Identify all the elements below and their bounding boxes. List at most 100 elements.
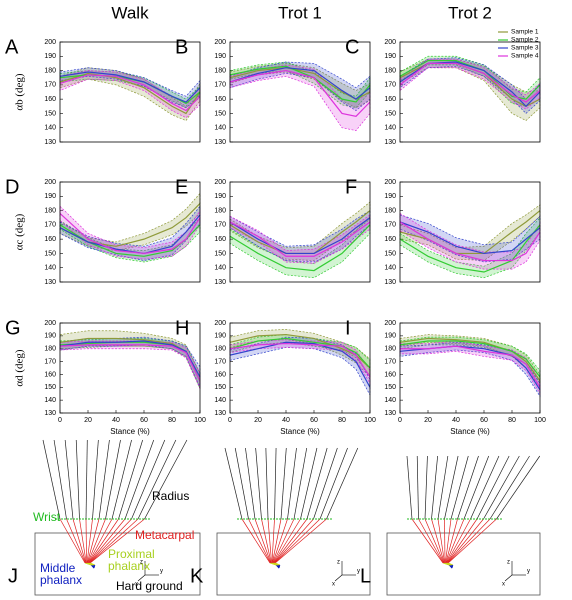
y-tick-label: 130 xyxy=(214,279,226,286)
y-tick-label: 180 xyxy=(44,346,56,353)
radius-line xyxy=(245,447,256,520)
radius-line xyxy=(319,447,348,520)
y-tick-label: 160 xyxy=(214,371,226,378)
y-tick-label: 170 xyxy=(44,82,56,89)
radius-line xyxy=(274,447,277,520)
x-tick-label: 80 xyxy=(338,417,346,424)
axis-arrow xyxy=(334,574,343,582)
axis-letter: x xyxy=(135,582,138,588)
y-tick-label: 180 xyxy=(44,67,56,74)
panel-label: F xyxy=(345,176,357,198)
y-tick-label: 140 xyxy=(44,265,56,272)
axis-letter: z xyxy=(507,560,510,566)
y-tick-label: 140 xyxy=(44,125,56,132)
panel-label: L xyxy=(360,565,371,587)
mean-line xyxy=(399,337,541,382)
bone-label: Metacarpal xyxy=(135,528,194,542)
metacarpal-line xyxy=(85,518,87,564)
mean-line xyxy=(399,224,541,273)
y-tick-label: 130 xyxy=(44,279,56,286)
mean-line xyxy=(229,337,371,369)
radius-line xyxy=(234,447,249,520)
y-tick-label: 140 xyxy=(384,397,396,404)
metacarpal-line xyxy=(446,518,471,564)
mean-line xyxy=(229,224,371,272)
column-title: Walk xyxy=(111,3,149,22)
radius-line xyxy=(92,439,99,520)
error-band xyxy=(229,64,371,131)
x-tick-label: 60 xyxy=(140,417,148,424)
mean-line xyxy=(59,74,201,112)
y-tick-label: 150 xyxy=(214,110,226,117)
error-band xyxy=(59,205,201,261)
radius-line xyxy=(424,455,428,520)
mean-line xyxy=(59,344,201,382)
y-tick-label: 160 xyxy=(44,236,56,243)
x-tick-label: 80 xyxy=(168,417,176,424)
y-tick-label: 190 xyxy=(384,193,396,200)
metacarpal-line xyxy=(445,518,452,564)
radius-line xyxy=(444,455,459,520)
bone-label: Proximal xyxy=(108,547,155,561)
error-band xyxy=(399,334,541,389)
middle-line xyxy=(278,564,281,569)
mean-line xyxy=(229,221,371,257)
y-tick-label: 150 xyxy=(384,110,396,117)
metacarpal-line xyxy=(272,518,288,564)
x-tick-label: 0 xyxy=(398,417,402,424)
mean-line xyxy=(400,345,541,388)
radius-line xyxy=(85,439,88,520)
x-tick-label: 100 xyxy=(364,417,376,424)
y-tick-label: 140 xyxy=(384,125,396,132)
radius-line xyxy=(306,447,328,520)
x-tick-label: 100 xyxy=(534,417,546,424)
y-tick-label: 150 xyxy=(44,250,56,257)
panel-label: G xyxy=(5,317,21,339)
x-tick-label: 40 xyxy=(452,417,460,424)
y-tick-label: 170 xyxy=(384,222,396,229)
radius-line xyxy=(64,439,74,520)
panel-label: K xyxy=(190,565,204,587)
metacarpal-line xyxy=(272,518,282,564)
metacarpal-line xyxy=(87,518,100,564)
y-tick-label: 140 xyxy=(214,397,226,404)
metacarpal-line xyxy=(267,518,272,564)
panel-label: E xyxy=(175,176,188,198)
proximal-line xyxy=(275,562,281,566)
radius-line xyxy=(118,439,143,520)
y-axis-label: αc (deg) xyxy=(14,213,26,250)
mean-line xyxy=(399,221,541,262)
panel-label: I xyxy=(345,317,351,339)
y-tick-label: 160 xyxy=(384,236,396,243)
y-tick-label: 200 xyxy=(44,39,56,46)
plot-area xyxy=(399,204,541,279)
y-tick-label: 150 xyxy=(384,384,396,391)
error-band xyxy=(399,216,541,279)
metacarpal-line xyxy=(424,518,445,564)
plot-frame xyxy=(59,41,201,143)
metacarpal-line xyxy=(89,518,145,564)
metacarpal-line xyxy=(274,518,327,564)
radius-line xyxy=(300,447,318,520)
y-tick-label: 180 xyxy=(44,207,56,214)
mean-line xyxy=(59,212,201,255)
y-tick-label: 150 xyxy=(44,110,56,117)
metacarpal-line xyxy=(447,518,497,564)
y-tick-label: 130 xyxy=(214,410,226,417)
error-band xyxy=(59,67,201,109)
x-tick-label: 80 xyxy=(508,417,516,424)
radius-line xyxy=(489,455,530,520)
y-tick-label: 160 xyxy=(44,96,56,103)
y-tick-label: 200 xyxy=(384,320,396,327)
y-tick-label: 150 xyxy=(214,384,226,391)
bone-label: phalanx xyxy=(108,559,150,573)
y-tick-label: 180 xyxy=(214,207,226,214)
metacarpal-line xyxy=(248,518,271,564)
x-tick-label: 20 xyxy=(254,417,262,424)
metacarpal-line xyxy=(72,518,87,564)
radius-line xyxy=(255,447,262,520)
metacarpal-line xyxy=(261,518,272,564)
metacarpal-line xyxy=(89,518,132,564)
radius-line xyxy=(265,447,269,520)
plot-frame xyxy=(59,181,201,283)
